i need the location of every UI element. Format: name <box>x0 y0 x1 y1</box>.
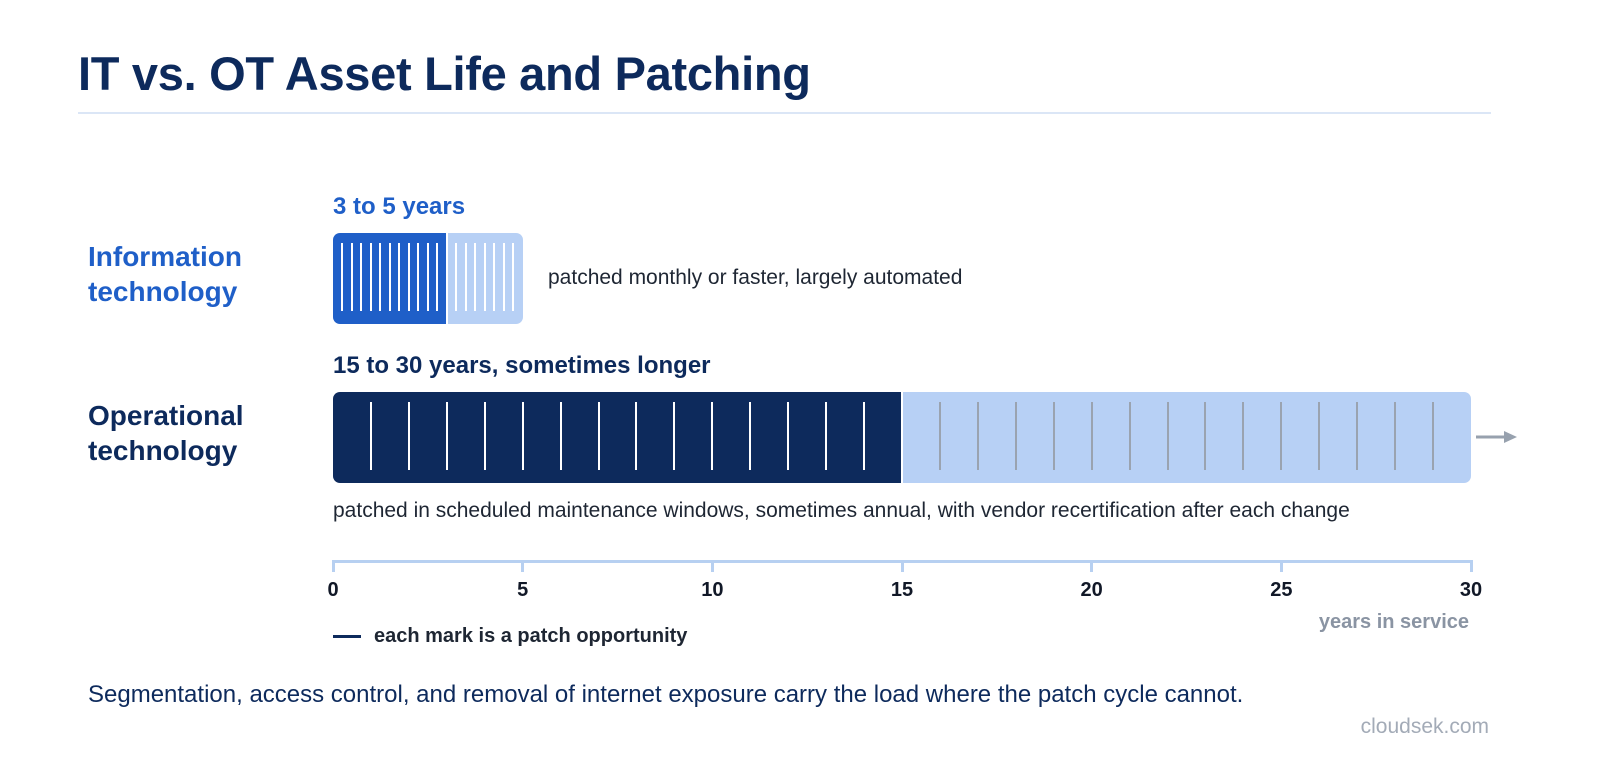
patch-mark <box>350 243 353 311</box>
it-label-line-2: technology <box>88 276 238 307</box>
patch-mark <box>1052 402 1055 470</box>
patch-mark <box>369 402 372 470</box>
patch-mark <box>398 243 401 311</box>
x-axis-tick <box>1279 560 1283 572</box>
it-range-label: 3 to 5 years <box>333 193 466 220</box>
patch-mark <box>1318 402 1321 470</box>
bar-segment-solid <box>333 392 902 483</box>
footnote: Segmentation, access control, and remova… <box>88 681 1244 708</box>
patch-mark <box>483 402 486 470</box>
it-lifespan-bar <box>333 233 523 324</box>
patch-mark <box>483 243 486 311</box>
patch-mark <box>388 243 391 311</box>
patch-mark <box>559 402 562 470</box>
x-axis-tick <box>521 560 525 572</box>
patch-mark <box>474 243 477 311</box>
patch-mark <box>407 243 410 311</box>
x-axis-tick <box>331 560 335 572</box>
legend-label: each mark is a patch opportunity <box>374 625 688 647</box>
patch-mark <box>1280 402 1283 470</box>
bar-segment-extended <box>902 392 1471 483</box>
patch-mark <box>825 402 828 470</box>
title-divider <box>78 112 1491 114</box>
patch-mark <box>673 402 676 470</box>
ot-lifespan-bar <box>333 392 1471 483</box>
ot-label-line-2: technology <box>88 435 238 466</box>
x-axis-tick <box>710 560 714 572</box>
patch-mark <box>426 243 429 311</box>
x-axis-tick-label: 30 <box>1459 579 1483 601</box>
patch-mark <box>369 243 372 311</box>
x-axis-title: years in service <box>1318 611 1469 633</box>
patch-mark <box>502 243 505 311</box>
patch-mark <box>379 243 382 311</box>
patch-mark <box>597 402 600 470</box>
patch-mark <box>1204 402 1207 470</box>
patch-mark <box>1166 402 1169 470</box>
ot-label-line-1: Operational <box>88 400 244 431</box>
patch-mark <box>464 243 467 311</box>
patch-mark <box>1090 402 1093 470</box>
patch-mark <box>976 402 979 470</box>
patch-mark <box>749 402 752 470</box>
x-axis-tick <box>900 560 904 572</box>
patch-mark <box>455 243 458 311</box>
patch-mark <box>1394 402 1397 470</box>
x-axis-tick <box>1469 560 1473 572</box>
ot-patch-note: patched in scheduled maintenance windows… <box>333 499 1350 522</box>
patch-mark <box>341 243 344 311</box>
source-credit: cloudsek.com <box>1360 715 1489 738</box>
patch-mark <box>711 402 714 470</box>
it-row-label: Information technology <box>88 239 242 309</box>
patch-mark <box>1128 402 1131 470</box>
patch-mark <box>863 402 866 470</box>
ot-row-label: Operational technology <box>88 398 244 468</box>
x-axis-tick-label: 25 <box>1270 579 1293 601</box>
patch-mark <box>938 402 941 470</box>
patch-mark <box>787 402 790 470</box>
x-axis-tick-label: 15 <box>890 579 914 601</box>
patch-mark <box>512 243 515 311</box>
patch-mark <box>493 243 496 311</box>
patch-mark <box>436 243 439 311</box>
patch-mark <box>445 402 448 470</box>
patch-mark <box>1242 402 1245 470</box>
x-axis-tick <box>1090 560 1094 572</box>
patch-mark <box>635 402 638 470</box>
patch-mark <box>360 243 363 311</box>
bar-segment-divider <box>445 233 448 324</box>
continues-arrow-icon <box>1476 431 1517 443</box>
legend-mark-swatch <box>333 635 361 638</box>
patch-mark <box>407 402 410 470</box>
page-title: IT vs. OT Asset Life and Patching <box>78 47 811 100</box>
bar-segment-divider <box>901 392 903 483</box>
it-label-line-1: Information <box>88 241 242 272</box>
x-axis-tick-label: 0 <box>327 579 339 601</box>
patch-mark <box>1356 402 1359 470</box>
x-axis-tick-label: 5 <box>517 579 529 601</box>
patch-mark <box>1432 402 1435 470</box>
x-axis-tick-label: 10 <box>701 579 724 601</box>
patch-mark <box>521 402 524 470</box>
patch-mark <box>417 243 420 311</box>
x-axis-tick-label: 20 <box>1080 579 1103 601</box>
patch-mark <box>1014 402 1017 470</box>
ot-range-label: 15 to 30 years, sometimes longer <box>333 352 711 379</box>
it-patch-note: patched monthly or faster, largely autom… <box>548 266 963 289</box>
